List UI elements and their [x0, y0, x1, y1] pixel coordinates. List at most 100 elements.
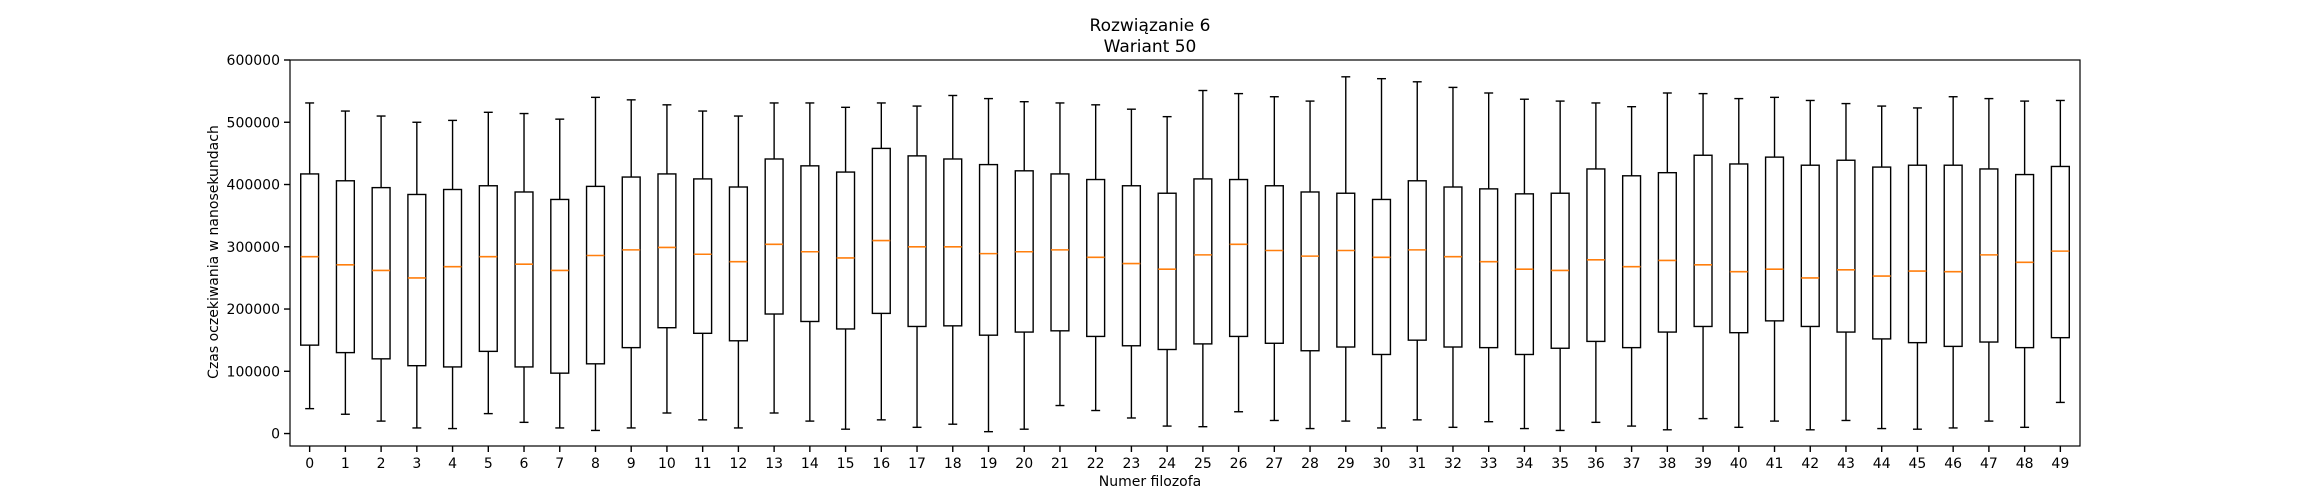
x-tick-label: 9 — [627, 456, 636, 472]
iqr-box — [1800, 164, 1820, 328]
iqr-box — [442, 188, 463, 368]
iqr-box — [1907, 164, 1928, 344]
x-tick-label: 36 — [1587, 456, 1605, 472]
iqr-box — [871, 147, 891, 315]
iqr-box — [1693, 154, 1713, 328]
box-10 — [657, 104, 677, 414]
iqr-box — [2050, 165, 2070, 339]
box-15 — [835, 106, 856, 430]
x-tick-label: 4 — [448, 456, 457, 472]
box-37 — [1621, 105, 1642, 427]
box-36 — [1586, 102, 1606, 424]
y-axis-label: Czas oczekiwania w nanosekundach — [206, 125, 222, 379]
x-tick-label: 21 — [1051, 456, 1069, 472]
box-43 — [1836, 102, 1856, 422]
iqr-box — [1443, 186, 1463, 348]
y-tick-label: 500000 — [227, 115, 280, 131]
iqr-box — [371, 186, 391, 360]
iqr-box — [978, 163, 999, 336]
x-tick-label: 32 — [1444, 456, 1462, 472]
x-tick-label: 1 — [341, 456, 350, 472]
iqr-box — [1657, 171, 1677, 333]
iqr-box — [300, 173, 320, 346]
box-32 — [1443, 86, 1463, 429]
iqr-box — [1586, 168, 1606, 343]
x-tick-label: 20 — [1015, 456, 1033, 472]
x-tick-label: 19 — [980, 456, 998, 472]
box-46 — [1943, 96, 1963, 429]
x-tick-label: 33 — [1480, 456, 1498, 472]
box-42 — [1800, 99, 1820, 431]
box-22 — [1086, 104, 1106, 412]
box-40 — [1729, 97, 1749, 429]
box-45 — [1907, 107, 1928, 430]
box-1 — [335, 110, 356, 415]
x-tick-label: 48 — [2016, 456, 2034, 472]
x-tick-label: 45 — [1909, 456, 1927, 472]
x-tick-label: 2 — [377, 456, 386, 472]
box-49 — [2050, 99, 2070, 404]
box-8 — [585, 96, 606, 432]
box-39 — [1693, 92, 1713, 420]
box-25 — [1193, 89, 1213, 428]
x-tick-label: 25 — [1194, 456, 1212, 472]
iqr-box — [1193, 178, 1213, 345]
box-34 — [1514, 98, 1535, 430]
box-5 — [478, 111, 498, 415]
box-26 — [1228, 92, 1249, 413]
x-tick-label: 47 — [1980, 456, 1998, 472]
chart-subtitle: Wariant 50 — [1104, 37, 1197, 57]
iqr-box — [800, 165, 820, 323]
box-47 — [1979, 97, 1999, 422]
x-tick-label: 31 — [1408, 456, 1426, 472]
x-tick-label: 11 — [694, 456, 712, 472]
iqr-box — [835, 171, 856, 330]
iqr-box — [1157, 192, 1177, 351]
iqr-box — [1479, 188, 1499, 349]
x-tick-label: 43 — [1837, 456, 1855, 472]
iqr-box — [1300, 191, 1320, 352]
x-tick-label: 0 — [305, 456, 314, 472]
x-tick-label: 35 — [1551, 456, 1569, 472]
x-axis-label: Numer filozofa — [1099, 474, 1202, 490]
box-30 — [1371, 77, 1392, 429]
box-21 — [1050, 102, 1070, 407]
box-41 — [1764, 96, 1785, 422]
x-tick-label: 16 — [872, 456, 890, 472]
y-tick-label: 400000 — [227, 178, 280, 194]
x-tick-label: 7 — [555, 456, 564, 472]
box-13 — [764, 102, 784, 414]
iqr-box — [1836, 159, 1856, 333]
x-tick-label: 44 — [1873, 456, 1891, 472]
iqr-box — [657, 173, 677, 329]
iqr-box — [478, 185, 498, 353]
x-tick-label: 40 — [1730, 456, 1748, 472]
iqr-box — [728, 186, 749, 342]
box-44 — [1872, 105, 1892, 430]
iqr-box — [407, 193, 427, 367]
y-tick-label: 300000 — [227, 240, 280, 256]
y-tick-label: 100000 — [227, 364, 280, 380]
box-29 — [1336, 76, 1356, 422]
box-0 — [300, 102, 320, 410]
box-38 — [1657, 92, 1677, 431]
iqr-box — [1407, 180, 1427, 341]
x-tick-label: 42 — [1801, 456, 1819, 472]
box-6 — [514, 112, 534, 424]
x-tick-label: 26 — [1230, 456, 1248, 472]
plot-frame — [289, 59, 2081, 447]
box-18 — [943, 94, 963, 425]
x-tick-label: 34 — [1516, 456, 1534, 472]
x-tick-label: 30 — [1373, 456, 1391, 472]
y-tick-label: 200000 — [227, 302, 280, 318]
box-7 — [550, 118, 570, 429]
x-tick-label: 5 — [484, 456, 493, 472]
x-tick-label: 27 — [1265, 456, 1283, 472]
x-tick-label: 18 — [944, 456, 962, 472]
box-48 — [2014, 100, 2035, 429]
iqr-box — [1228, 178, 1249, 338]
iqr-box — [1050, 173, 1070, 332]
box-35 — [1550, 100, 1570, 432]
x-tick-label: 37 — [1623, 456, 1641, 472]
